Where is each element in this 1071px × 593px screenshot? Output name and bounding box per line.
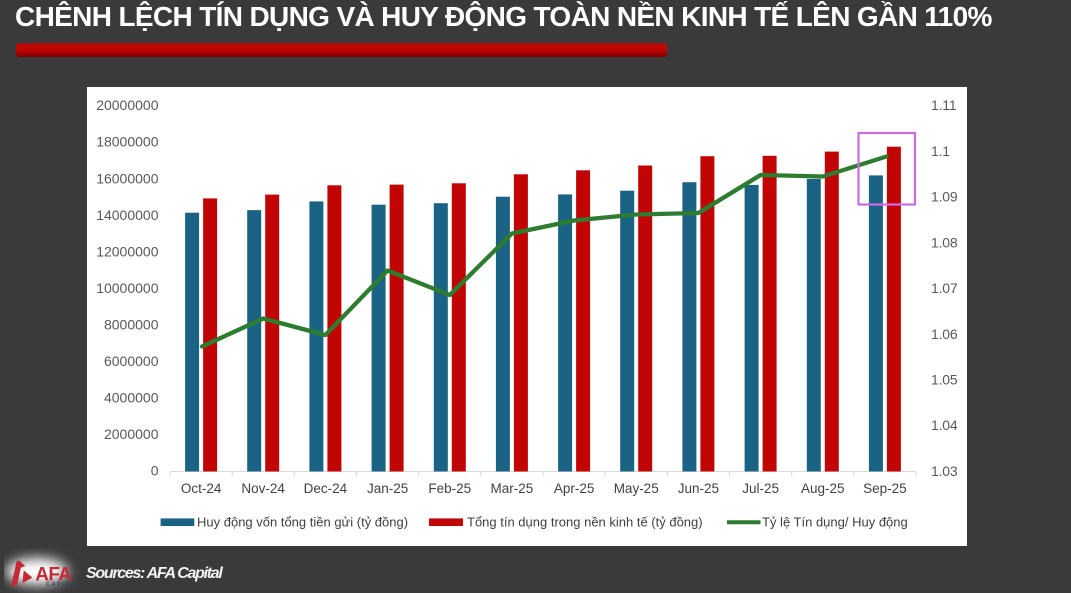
svg-text:14000000: 14000000 <box>96 207 159 223</box>
svg-text:Jan-25: Jan-25 <box>367 481 408 496</box>
svg-text:10000000: 10000000 <box>96 280 159 296</box>
svg-text:Jul-25: Jul-25 <box>742 481 779 496</box>
svg-text:16000000: 16000000 <box>96 170 159 186</box>
svg-text:1.09: 1.09 <box>931 189 958 205</box>
svg-text:4000000: 4000000 <box>104 390 159 406</box>
svg-text:May-25: May-25 <box>614 481 659 496</box>
svg-text:AFA: AFA <box>35 565 72 586</box>
svg-text:2000000: 2000000 <box>104 426 159 442</box>
svg-text:1.06: 1.06 <box>931 326 958 342</box>
svg-text:Oct-24: Oct-24 <box>181 481 222 496</box>
svg-text:20000000: 20000000 <box>96 97 159 113</box>
svg-text:1.08: 1.08 <box>931 234 958 250</box>
svg-text:1.07: 1.07 <box>931 280 958 296</box>
svg-text:1.04: 1.04 <box>931 417 958 433</box>
svg-text:Feb-25: Feb-25 <box>428 481 471 496</box>
svg-text:8000000: 8000000 <box>104 317 159 333</box>
svg-text:Mar-25: Mar-25 <box>491 481 534 496</box>
svg-text:Huy động vốn tổng tiền gửi (tỷ: Huy động vốn tổng tiền gửi (tỷ đồng) <box>197 515 408 530</box>
svg-text:18000000: 18000000 <box>96 134 159 150</box>
svg-text:Sep-25: Sep-25 <box>863 481 907 496</box>
svg-text:Jun-25: Jun-25 <box>678 481 719 496</box>
svg-text:Apr-25: Apr-25 <box>554 481 595 496</box>
svg-text:1.03: 1.03 <box>931 463 958 479</box>
svg-text:1.1: 1.1 <box>931 143 950 159</box>
svg-text:CAPITAL: CAPITAL <box>46 582 79 588</box>
svg-text:6000000: 6000000 <box>104 353 159 369</box>
svg-text:Dec-24: Dec-24 <box>304 481 348 496</box>
svg-text:12000000: 12000000 <box>96 243 159 259</box>
svg-text:1.11: 1.11 <box>931 97 957 113</box>
svg-text:Tổng tín dụng trong nền kinh t: Tổng tín dụng trong nền kinh tế (tỷ đồng… <box>467 515 703 530</box>
svg-text:Tỷ lệ Tín dụng/ Huy động: Tỷ lệ Tín dụng/ Huy động <box>762 515 908 530</box>
svg-text:Aug-25: Aug-25 <box>801 481 845 496</box>
svg-text:1.05: 1.05 <box>931 372 958 388</box>
svg-text:Nov-24: Nov-24 <box>241 481 285 496</box>
svg-text:0: 0 <box>151 463 159 479</box>
